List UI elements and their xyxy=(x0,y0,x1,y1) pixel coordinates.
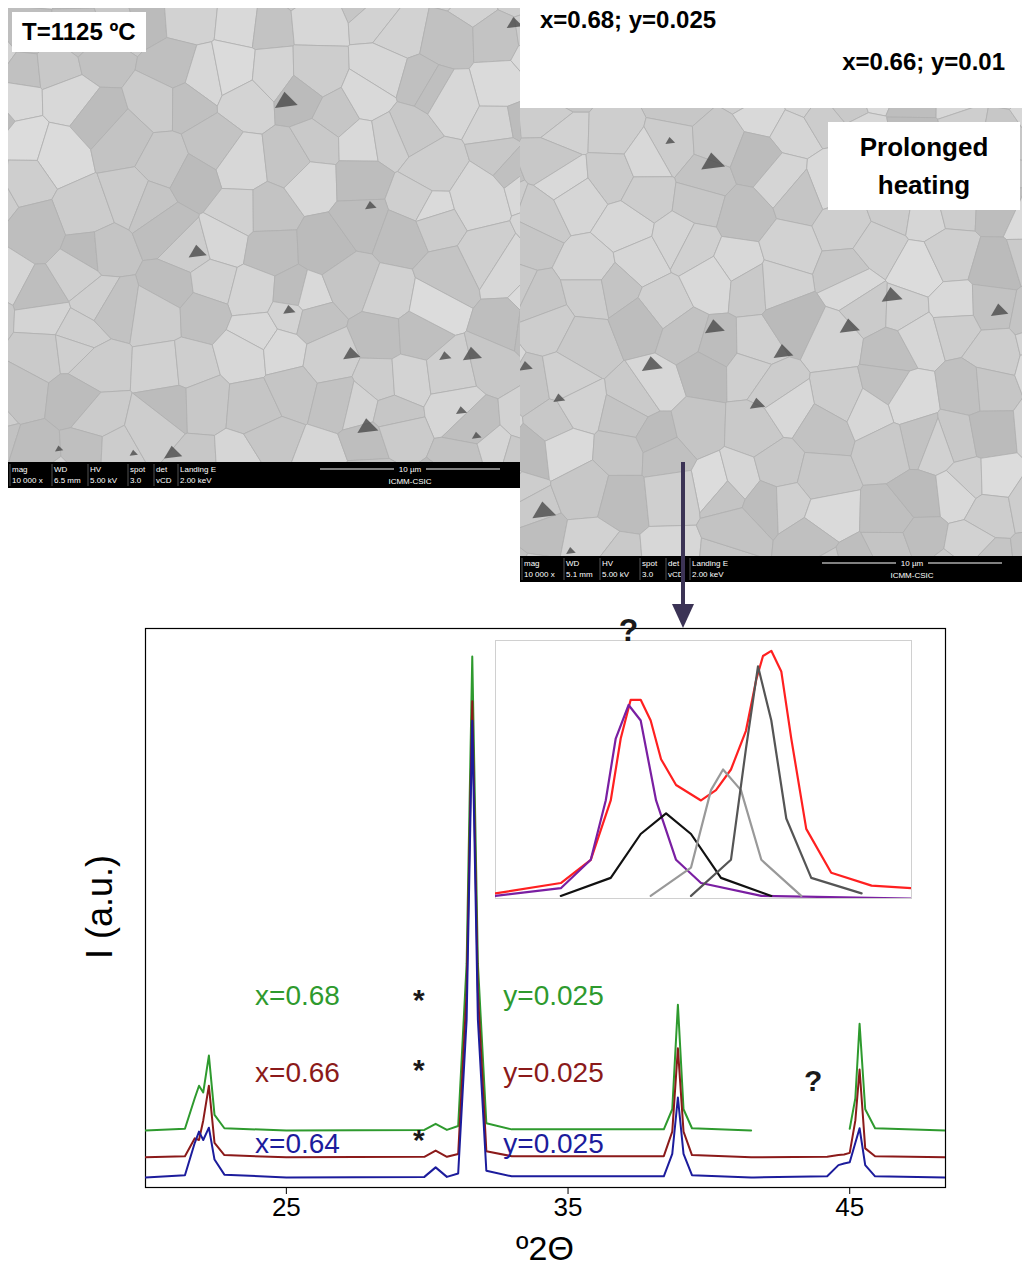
svg-text:2.00 keV: 2.00 keV xyxy=(692,570,724,579)
svg-text:spot: spot xyxy=(130,465,146,474)
svg-text:mag: mag xyxy=(12,465,28,474)
svg-text:det: det xyxy=(668,559,680,568)
svg-text:35: 35 xyxy=(554,1192,583,1222)
svg-text:2.00 keV: 2.00 keV xyxy=(180,476,212,485)
svg-text:10 µm: 10 µm xyxy=(399,465,422,474)
svg-text:3.0: 3.0 xyxy=(130,476,142,485)
html-text:Prolonged heating: Prolonged heating xyxy=(859,132,989,200)
svg-text:10 000 x: 10 000 x xyxy=(524,570,555,579)
svg-text:y=0.025: y=0.025 xyxy=(503,980,603,1011)
svg-text:det: det xyxy=(156,465,168,474)
svg-text:y=0.025: y=0.025 xyxy=(503,1057,603,1088)
svg-text:x=0.66: x=0.66 xyxy=(255,1057,340,1088)
svg-text:ICMM-CSIC: ICMM-CSIC xyxy=(388,477,431,486)
svg-text:Landing E: Landing E xyxy=(692,559,728,568)
svg-text:3.0: 3.0 xyxy=(642,570,654,579)
svg-text:HV: HV xyxy=(602,559,614,568)
html-text:T=1125 ºC: T=1125 ºC xyxy=(22,18,136,45)
svg-text:x=0.68: x=0.68 xyxy=(255,980,340,1011)
svg-text:WD: WD xyxy=(566,559,580,568)
svg-text:y=0.025: y=0.025 xyxy=(503,1128,603,1159)
svg-text:25: 25 xyxy=(272,1192,301,1222)
svg-text:45: 45 xyxy=(835,1192,864,1222)
svg-text:*: * xyxy=(413,983,425,1016)
svg-text:5.00 kV: 5.00 kV xyxy=(602,570,630,579)
svg-text:vCD: vCD xyxy=(668,570,684,579)
html-text:x=0.66; y=0.01: x=0.66; y=0.01 xyxy=(842,48,1005,75)
svg-text:HV: HV xyxy=(90,465,102,474)
svg-text:*: * xyxy=(413,1123,425,1156)
svg-text:WD: WD xyxy=(54,465,68,474)
svg-text:vCD: vCD xyxy=(156,476,172,485)
svg-text:5.00 kV: 5.00 kV xyxy=(90,476,118,485)
svg-text:ICMM-CSIC: ICMM-CSIC xyxy=(890,571,933,580)
html-text:I (a.u.): I (a.u.) xyxy=(79,855,120,959)
svg-text:10 000 x: 10 000 x xyxy=(12,476,43,485)
svg-text:5.1 mm: 5.1 mm xyxy=(566,570,593,579)
svg-text:10 µm: 10 µm xyxy=(901,559,924,568)
svg-text:?: ? xyxy=(619,612,639,648)
svg-text:*: * xyxy=(413,1053,425,1086)
svg-text:6.5 mm: 6.5 mm xyxy=(54,476,81,485)
svg-text:Landing E: Landing E xyxy=(180,465,216,474)
svg-text:?: ? xyxy=(804,1064,822,1097)
html-text:x=0.68; y=0.025: x=0.68; y=0.025 xyxy=(540,6,717,33)
svg-text:x=0.64: x=0.64 xyxy=(255,1128,340,1159)
svg-text:mag: mag xyxy=(524,559,540,568)
html-text:º2Θ: º2Θ xyxy=(516,1228,574,1267)
svg-text:spot: spot xyxy=(642,559,658,568)
